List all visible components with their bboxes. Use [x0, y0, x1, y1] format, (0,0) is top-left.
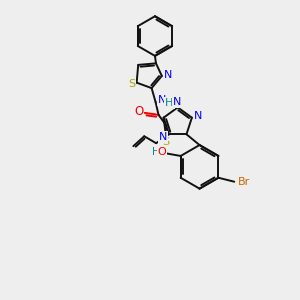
Text: H: H — [152, 147, 160, 157]
Text: N: N — [172, 98, 181, 107]
Text: H: H — [165, 98, 174, 108]
Text: N: N — [164, 70, 172, 80]
Text: N: N — [194, 111, 202, 121]
Text: S: S — [128, 79, 135, 89]
Text: O: O — [158, 147, 166, 157]
Text: O: O — [134, 105, 143, 119]
Text: S: S — [162, 136, 169, 147]
Text: N: N — [158, 95, 167, 105]
Text: N: N — [159, 132, 167, 142]
Text: Br: Br — [238, 177, 250, 187]
